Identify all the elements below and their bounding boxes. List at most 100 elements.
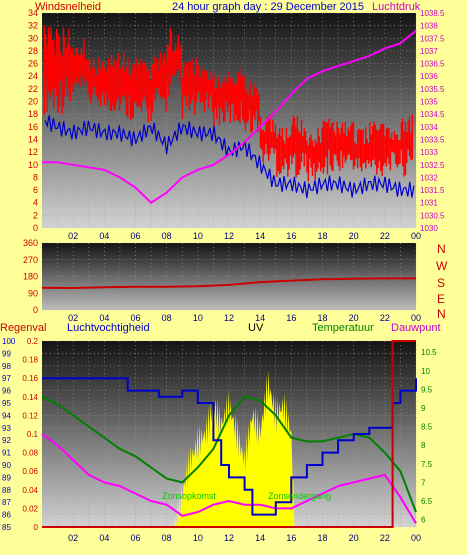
temperature-tick: 8.5 — [421, 423, 433, 432]
x-tick-label: 04 — [99, 231, 109, 241]
humidity-tick: 94 — [2, 411, 11, 420]
x-tick-label: 08 — [162, 533, 172, 543]
wind-speed-tick: 20 — [28, 97, 38, 107]
wind-speed-tick: 30 — [28, 33, 38, 43]
sunset-label: Zonsondergang — [268, 491, 331, 501]
x-tick-label: 10 — [193, 313, 203, 323]
temperature-tick: 6.5 — [421, 497, 433, 506]
x-tick-label: 16 — [286, 533, 296, 543]
x-tick-label: 04 — [99, 313, 109, 323]
rain-tick: 0.16 — [22, 374, 38, 383]
wind-speed-tick: 26 — [28, 59, 38, 69]
pressure-tick: 1036 — [420, 72, 438, 81]
humidity-tick: 100 — [2, 337, 16, 346]
x-tick-label: 12 — [224, 533, 234, 543]
x-tick-label: 06 — [130, 231, 140, 241]
direction-label-s: S — [437, 276, 445, 290]
gust-line — [44, 115, 415, 199]
wind-speed-tick: 22 — [28, 84, 38, 94]
humidity-tick: 92 — [2, 436, 11, 445]
wind-speed-tick: 6 — [33, 185, 38, 195]
climate-series — [41, 340, 417, 528]
rain-tick: 0 — [34, 523, 39, 532]
humidity-tick: 90 — [2, 461, 11, 470]
x-tick-label: 18 — [317, 533, 327, 543]
direction-label-n2: N — [437, 307, 446, 321]
x-tick-label: 08 — [162, 231, 172, 241]
wind-direction-plot-area — [42, 243, 416, 310]
humidity-tick: 96 — [2, 387, 11, 396]
wind-pressure-series — [42, 25, 417, 204]
wind-direction-axis: 0 90 180 270 360 — [23, 238, 38, 315]
x-tick-label: 02 — [68, 231, 78, 241]
x-tick-label: 16 — [286, 313, 296, 323]
wind-pressure-time-axis: 02 04 06 08 10 12 14 16 18 20 22 00 — [68, 231, 421, 241]
rain-tick: 0.02 — [22, 504, 38, 513]
temperature-tick: 7 — [421, 478, 426, 487]
pressure-tick: 1038 — [420, 22, 438, 31]
x-tick-label: 04 — [99, 533, 109, 543]
x-tick-label: 14 — [255, 313, 265, 323]
pressure-tick: 1032 — [420, 173, 438, 182]
wind-direction-tick: 270 — [23, 255, 38, 265]
pressure-tick: 1030.5 — [420, 211, 445, 220]
rain-tick: 0.04 — [22, 486, 38, 495]
humidity-tick: 89 — [2, 473, 11, 482]
x-tick-label: 14 — [255, 231, 265, 241]
wind-speed-tick: 32 — [28, 21, 38, 31]
humidity-tick: 91 — [2, 449, 11, 458]
x-tick-label: 10 — [193, 231, 203, 241]
temperature-tick: 9.5 — [421, 385, 433, 394]
pressure-tick: 1036.5 — [420, 60, 445, 69]
pressure-tick: 1037 — [420, 47, 438, 56]
x-tick-label: 02 — [68, 313, 78, 323]
x-tick-label: 06 — [130, 313, 140, 323]
pressure-axis: 1030 1030.5 1031 1031.5 1032 1032.5 1033 1033.5… — [420, 9, 445, 233]
humidity-label: Luchtvochtigheid — [67, 322, 150, 334]
pressure-tick: 1035 — [420, 98, 438, 107]
humidity-tick: 95 — [2, 399, 11, 408]
humidity-tick: 85 — [2, 523, 11, 532]
temperature-label: Temperatuur — [312, 322, 374, 334]
rain-tick: 0.2 — [27, 337, 39, 346]
x-tick-label: 12 — [224, 231, 234, 241]
climate-time-axis: 02 04 06 08 10 12 14 16 18 20 22 00 — [68, 533, 421, 543]
temperature-tick: 10.5 — [421, 348, 437, 357]
dewpoint-line — [41, 433, 417, 524]
pressure-tick: 1038.5 — [420, 9, 445, 18]
uv-area — [174, 370, 295, 527]
wind-direction-tick: 180 — [23, 272, 38, 282]
temperature-tick: 10 — [421, 367, 430, 376]
temperature-tick: 6 — [421, 516, 426, 525]
wind-direction-tick: 90 — [28, 288, 38, 298]
uv-label: UV — [248, 322, 264, 334]
rain-label: Regenval — [0, 322, 46, 334]
x-tick-label: 16 — [286, 231, 296, 241]
temperature-tick: 8 — [421, 441, 426, 450]
x-tick-label: 20 — [349, 231, 359, 241]
wind-direction-tick: 360 — [23, 238, 38, 248]
rain-axis: 0 0.02 0.04 0.06 0.08 0.1 0.12 0.14 0.16 0.18 0.2 — [22, 337, 38, 532]
x-tick-label: 00 — [411, 231, 421, 241]
humidity-line — [42, 377, 417, 516]
wind-speed-tick: 24 — [28, 71, 38, 81]
pressure-tick: 1034 — [420, 123, 438, 132]
wind-speed-tick: 12 — [28, 147, 38, 157]
wind-speed-tick: 2 — [33, 210, 38, 220]
temperature-tick: 7.5 — [421, 460, 433, 469]
dewpoint-label: Dauwpunt — [391, 322, 441, 334]
wind-pressure-plot-area — [42, 13, 416, 228]
pressure-line — [42, 29, 417, 204]
pressure-tick: 1037.5 — [420, 34, 445, 43]
x-tick-label: 12 — [224, 313, 234, 323]
wind-direction-line — [41, 277, 416, 290]
x-tick-label: 22 — [380, 313, 390, 323]
x-tick-label: 22 — [380, 533, 390, 543]
humidity-tick: 97 — [2, 374, 11, 383]
humidity-tick: 99 — [2, 349, 11, 358]
humidity-axis: 85 86 87 88 89 90 91 92 93 94 95 96 97 98 99 100 — [2, 337, 16, 532]
direction-label-w: W — [436, 259, 448, 273]
temperature-tick: 9 — [421, 404, 426, 413]
